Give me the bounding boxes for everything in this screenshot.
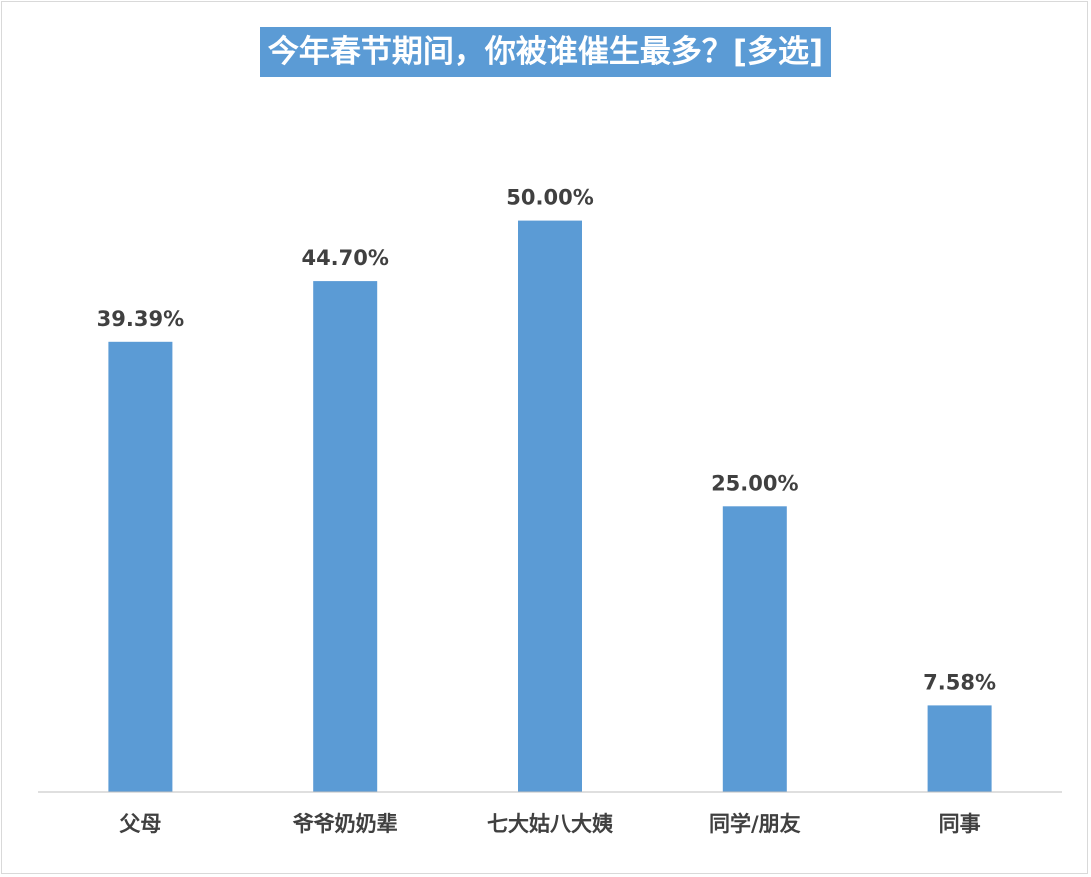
bar-value-label: 44.70%	[301, 246, 388, 270]
category-label: 父母	[119, 812, 161, 836]
bar-value-label: 7.58%	[923, 670, 996, 694]
bar	[108, 341, 173, 792]
category-label: 爷爷奶奶辈	[293, 812, 398, 836]
bar-value-label: 39.39%	[97, 307, 184, 331]
bar	[722, 506, 787, 792]
chart-title-container: 今年春节期间，你被谁催生最多？[多选]	[0, 27, 1091, 77]
bar-value-label: 25.00%	[711, 471, 798, 495]
category-label: 同学/朋友	[709, 812, 801, 836]
category-label: 七大姑八大姨	[487, 812, 614, 836]
value-label-group: 39.39% 44.70% 50.00% 25.00% 7.58%	[97, 186, 996, 695]
bar	[313, 281, 378, 792]
category-label-group: 父母 爷爷奶奶辈 七大姑八大姨 同学/朋友 同事	[119, 812, 980, 836]
bar	[518, 220, 582, 793]
bar-value-label: 50.00%	[506, 186, 593, 210]
bar	[927, 705, 992, 792]
bar-group	[108, 220, 992, 793]
category-label: 同事	[939, 812, 981, 836]
chart-title: 今年春节期间，你被谁催生最多？[多选]	[259, 27, 832, 77]
